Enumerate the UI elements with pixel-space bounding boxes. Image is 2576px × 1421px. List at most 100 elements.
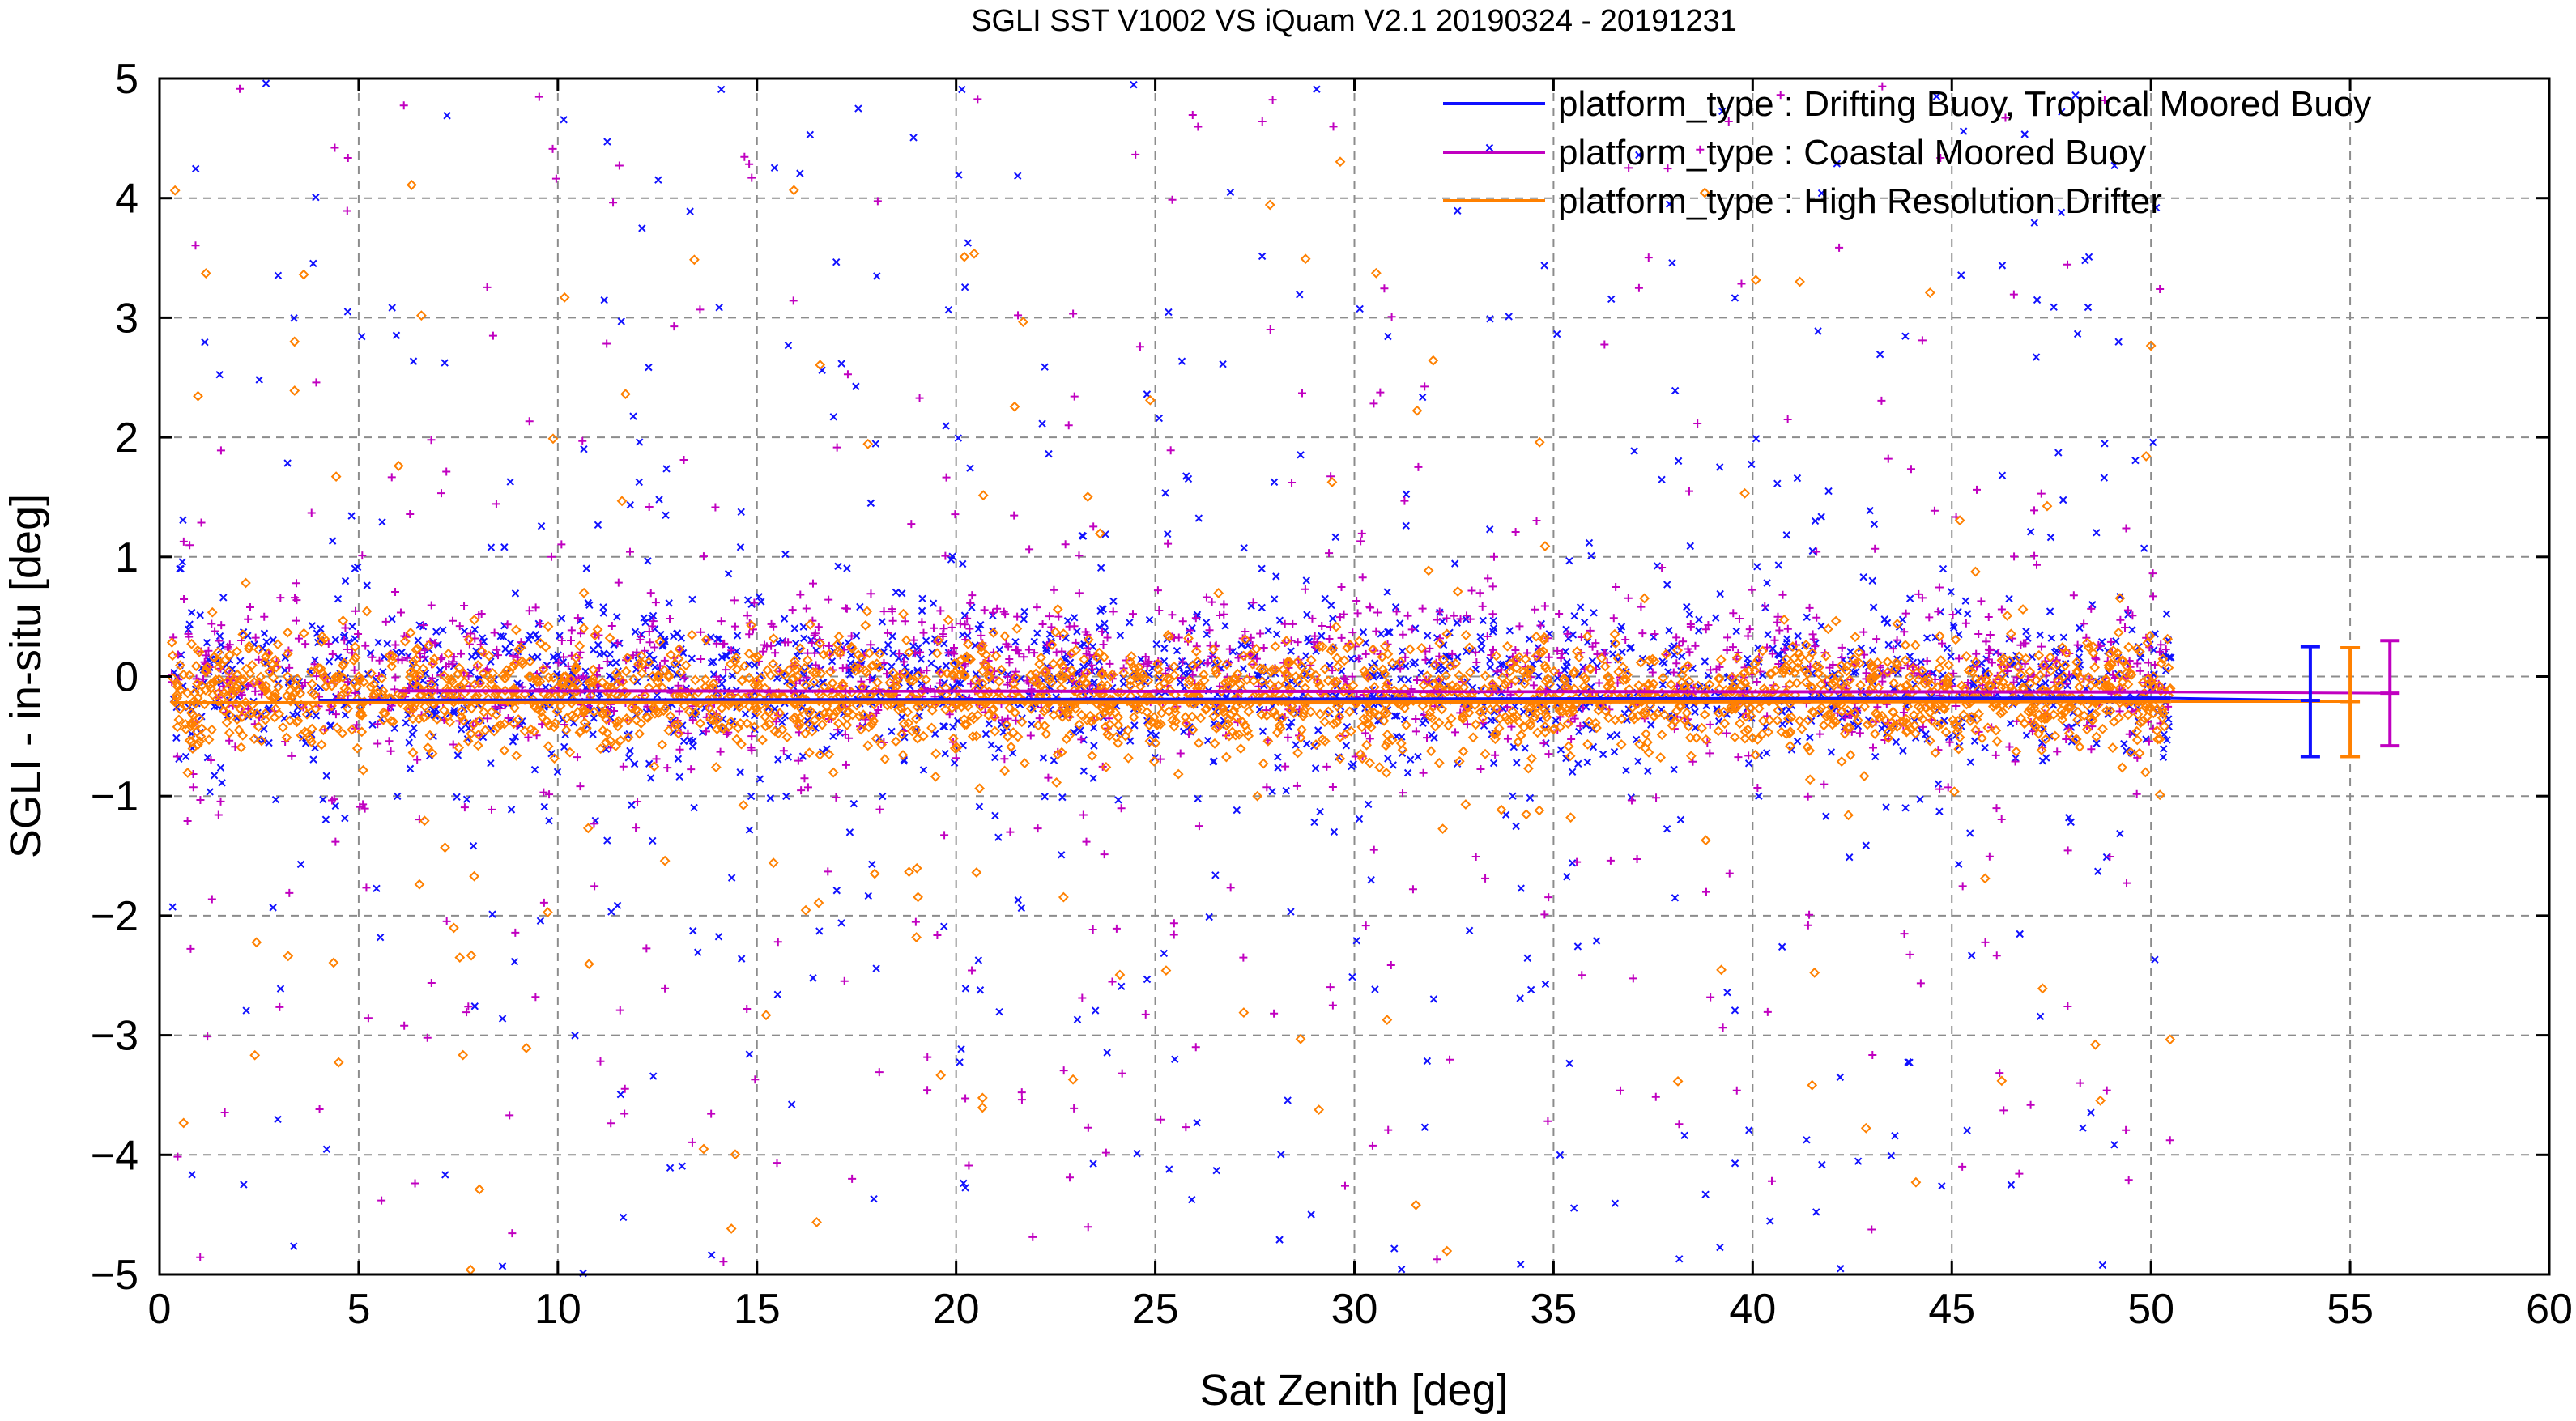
point-high-resolution-drifter — [836, 701, 847, 713]
point-drifting-buoy — [727, 874, 736, 882]
point-drifting-buoy — [258, 644, 267, 653]
point-high-resolution-drifter — [742, 718, 752, 729]
point-coastal-moored-buoy — [1050, 585, 1058, 594]
point-coastal-moored-buoy — [276, 594, 285, 602]
point-drifting-buoy — [866, 499, 875, 508]
point-high-resolution-drifter — [1122, 725, 1134, 736]
point-high-resolution-drifter — [1862, 719, 1873, 730]
point-high-resolution-drifter — [2113, 627, 2124, 638]
point-drifting-buoy — [612, 658, 620, 666]
point-high-resolution-drifter — [1394, 657, 1406, 667]
point-coastal-moored-buoy — [1188, 670, 1197, 679]
point-high-resolution-drifter — [1982, 722, 1994, 734]
point-drifting-buoy — [1275, 616, 1284, 624]
point-high-resolution-drifter — [1292, 675, 1304, 687]
point-coastal-moored-buoy — [1918, 722, 1927, 731]
point-drifting-buoy — [1773, 479, 1782, 487]
point-coastal-moored-buoy — [1403, 611, 1412, 620]
point-drifting-buoy — [1963, 610, 1972, 618]
point-coastal-moored-buoy — [918, 618, 926, 627]
point-coastal-moored-buoy — [651, 598, 660, 607]
point-coastal-moored-buoy — [406, 510, 415, 519]
point-drifting-buoy — [1568, 768, 1577, 776]
point-coastal-moored-buoy — [1052, 648, 1061, 657]
point-high-resolution-drifter — [1531, 631, 1542, 642]
point-coastal-moored-buoy — [1725, 869, 1734, 878]
point-drifting-buoy — [829, 413, 837, 421]
point-coastal-moored-buoy — [548, 144, 557, 153]
point-drifting-buoy — [981, 730, 990, 738]
point-drifting-buoy — [1904, 1058, 1912, 1066]
point-high-resolution-drifter — [1454, 755, 1465, 767]
point-high-resolution-drifter — [1505, 666, 1515, 677]
point-high-resolution-drifter — [898, 718, 909, 730]
point-coastal-moored-buoy — [1961, 619, 1970, 628]
point-high-resolution-drifter — [424, 730, 436, 741]
point-coastal-moored-buoy — [687, 765, 696, 774]
point-coastal-moored-buoy — [1077, 735, 1086, 744]
point-coastal-moored-buoy — [1012, 645, 1021, 654]
point-drifting-buoy — [1439, 640, 1448, 649]
point-drifting-buoy — [1553, 674, 1562, 683]
point-high-resolution-drifter — [1736, 680, 1748, 691]
point-high-resolution-drifter — [236, 712, 248, 723]
point-drifting-buoy — [1952, 731, 1961, 740]
point-drifting-buoy — [1576, 603, 1585, 611]
point-drifting-buoy — [1397, 1266, 1406, 1274]
point-high-resolution-drifter — [300, 726, 310, 738]
point-high-resolution-drifter — [602, 727, 613, 738]
point-coastal-moored-buoy — [1835, 243, 1844, 252]
point-coastal-moored-buoy — [413, 755, 422, 764]
point-high-resolution-drifter — [1181, 718, 1192, 730]
point-drifting-buoy — [1663, 824, 1671, 833]
point-coastal-moored-buoy — [1256, 629, 1265, 638]
point-drifting-buoy — [560, 116, 568, 124]
point-drifting-buoy — [1916, 795, 1924, 803]
point-coastal-moored-buoy — [460, 602, 469, 611]
point-coastal-moored-buoy — [1108, 977, 1117, 986]
point-drifting-buoy — [927, 659, 935, 667]
point-drifting-buoy — [500, 543, 509, 551]
point-high-resolution-drifter — [1573, 652, 1585, 663]
point-drifting-buoy — [470, 625, 479, 634]
point-drifting-buoy — [1453, 619, 1461, 627]
point-coastal-moored-buoy — [2123, 606, 2132, 615]
point-drifting-buoy — [1833, 160, 1842, 168]
point-high-resolution-drifter — [543, 621, 554, 632]
point-high-resolution-drifter — [1009, 684, 1020, 696]
point-drifting-buoy — [849, 799, 858, 808]
point-high-resolution-drifter — [1230, 730, 1241, 741]
point-coastal-moored-buoy — [1203, 658, 1212, 667]
point-high-resolution-drifter — [781, 732, 793, 742]
point-drifting-buoy — [536, 917, 545, 925]
point-coastal-moored-buoy — [557, 636, 566, 645]
point-high-resolution-drifter — [2071, 657, 2082, 668]
point-coastal-moored-buoy — [743, 1004, 752, 1013]
point-coastal-moored-buoy — [2106, 637, 2115, 646]
point-drifting-buoy — [580, 445, 588, 453]
point-high-resolution-drifter — [1319, 663, 1331, 674]
point-high-resolution-drifter — [2013, 651, 2025, 662]
point-high-resolution-drifter — [585, 676, 597, 687]
point-coastal-moored-buoy — [1955, 654, 1964, 663]
point-coastal-moored-buoy — [351, 606, 360, 615]
point-drifting-buoy — [1752, 435, 1761, 443]
point-high-resolution-drifter — [1830, 615, 1842, 627]
point-coastal-moored-buoy — [505, 1111, 514, 1120]
point-coastal-moored-buoy — [312, 378, 321, 387]
point-drifting-buoy — [2084, 303, 2093, 312]
point-drifting-buoy — [1837, 1265, 1845, 1273]
point-coastal-moored-buoy — [1973, 662, 1982, 670]
point-drifting-buoy — [1664, 668, 1672, 676]
point-drifting-buoy — [1145, 615, 1154, 624]
point-high-resolution-drifter — [1317, 734, 1328, 745]
point-drifting-buoy — [1041, 793, 1049, 801]
point-drifting-buoy — [498, 1015, 507, 1023]
point-drifting-buoy — [1814, 327, 1822, 335]
point-high-resolution-drifter — [1356, 721, 1368, 733]
point-coastal-moored-buoy — [1724, 117, 1733, 126]
point-drifting-buoy — [698, 728, 707, 737]
point-high-resolution-drifter — [1778, 664, 1789, 674]
point-high-resolution-drifter — [890, 736, 901, 747]
point-coastal-moored-buoy — [696, 655, 705, 664]
